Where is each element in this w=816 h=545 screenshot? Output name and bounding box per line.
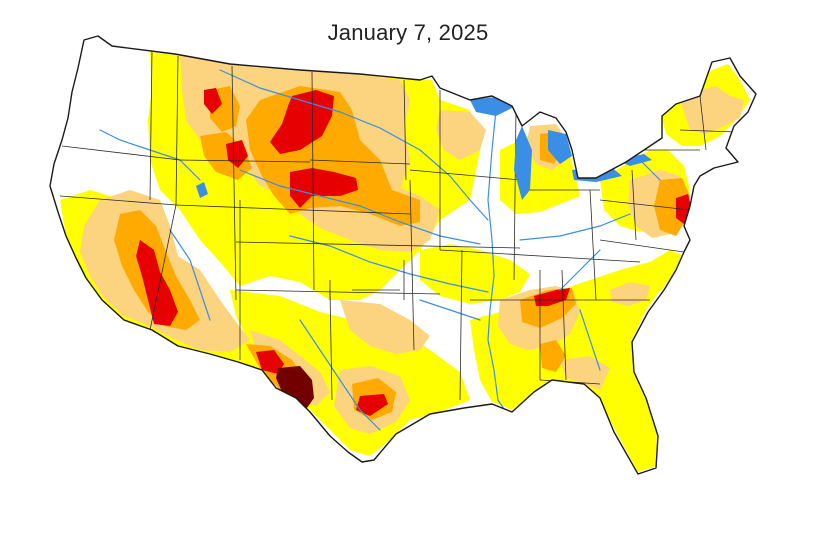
state-borders [59,49,737,401]
map-title: January 7, 2025 [327,20,489,45]
drought-d4-areas [276,366,314,412]
us-outline [49,35,757,475]
